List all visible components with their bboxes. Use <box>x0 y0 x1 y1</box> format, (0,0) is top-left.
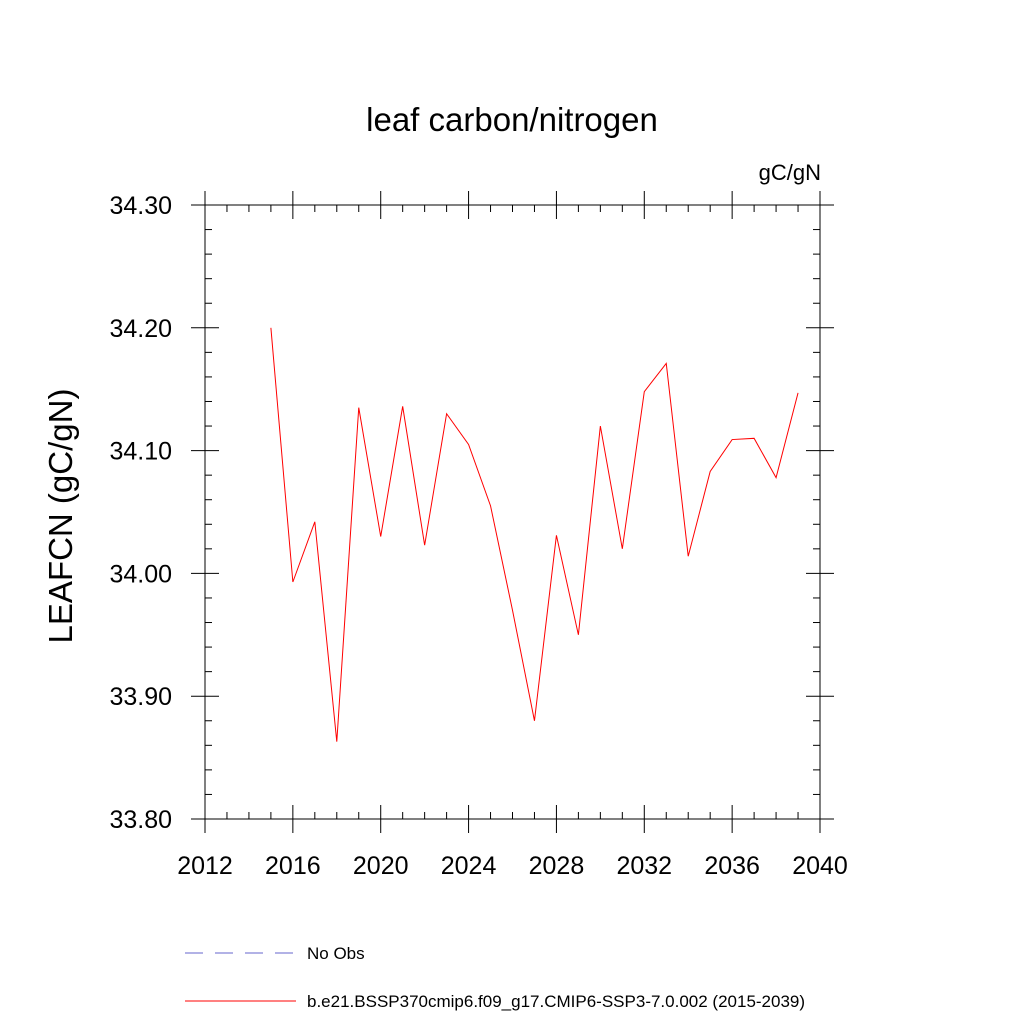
y-tick-label: 33.90 <box>109 683 172 711</box>
y-tick-label: 33.80 <box>109 806 172 834</box>
y-axis-label: LEAFCN (gC/gN) <box>42 389 79 644</box>
legend: No Obs b.e21.BSSP370cmip6.f09_g17.CMIP6-… <box>185 944 805 1011</box>
y-tick-label: 34.00 <box>109 560 172 588</box>
plot-frame <box>204 204 821 820</box>
series-group <box>270 327 799 742</box>
y-tick-label: 34.30 <box>109 192 172 220</box>
x-tick-label: 2012 <box>177 852 233 880</box>
x-tick-label: 2032 <box>616 852 672 880</box>
units-label: gC/gN <box>759 160 821 185</box>
x-tick-label: 2020 <box>353 852 409 880</box>
x-tick-label: 2028 <box>529 852 585 880</box>
series-line <box>270 327 799 742</box>
legend-label-no-obs: No Obs <box>307 944 365 963</box>
axis-tick-labels: 2012 2016 2020 2024 2028 2032 2036 2040 33.80 33.… <box>109 192 847 880</box>
y-tick-label: 34.10 <box>109 438 172 466</box>
legend-label-model: b.e21.BSSP370cmip6.f09_g17.CMIP6-SSP3-7.… <box>307 992 805 1011</box>
y-tick-label: 34.20 <box>109 315 172 343</box>
x-tick-label: 2016 <box>265 852 321 880</box>
x-tick-label: 2040 <box>792 852 848 880</box>
chart-title: leaf carbon/nitrogen <box>366 101 658 138</box>
x-tick-label: 2036 <box>704 852 760 880</box>
axis-ticks <box>191 191 834 833</box>
x-tick-label: 2024 <box>441 852 497 880</box>
